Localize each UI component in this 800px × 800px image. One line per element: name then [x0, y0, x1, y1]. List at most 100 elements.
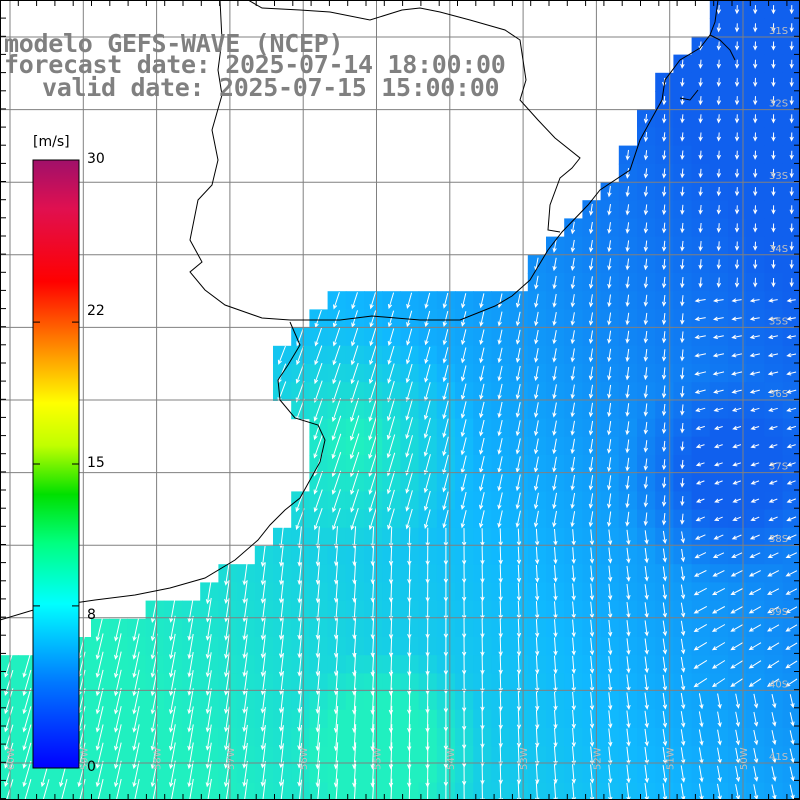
- wind-arrow: [533, 474, 539, 492]
- wind-arrow: [479, 419, 485, 437]
- wind-arrow: [698, 222, 703, 234]
- wind-arrow: [711, 678, 726, 688]
- wind-arrow: [716, 150, 722, 160]
- wind-arrow: [533, 510, 539, 528]
- wind-arrow: [335, 778, 339, 800]
- wind-arrow: [242, 724, 248, 751]
- wind-arrow: [386, 416, 396, 441]
- wind-arrow: [625, 276, 630, 289]
- wind-arrow: [442, 400, 449, 420]
- wind-arrow: [497, 456, 503, 474]
- wind-arrow: [516, 727, 522, 748]
- wind-arrow: [22, 760, 32, 788]
- wind-arrow: [771, 41, 776, 51]
- wind-arrow: [187, 688, 194, 715]
- wind-arrow: [297, 706, 302, 732]
- wind-arrow: [588, 348, 594, 363]
- wind-arrow: [753, 132, 758, 142]
- wind-arrow: [771, 730, 777, 746]
- wind-arrow: [132, 687, 140, 715]
- wind-arrow: [352, 544, 357, 567]
- wind-arrow: [732, 462, 742, 467]
- wind-arrow: [625, 421, 630, 436]
- wind-arrow: [734, 77, 740, 88]
- wind-arrow: [515, 456, 521, 473]
- wind-arrow: [571, 637, 576, 656]
- wind-arrow: [626, 728, 631, 747]
- wind-arrow: [626, 620, 631, 637]
- wind-arrow: [442, 347, 449, 364]
- wind-arrow: [786, 334, 796, 339]
- wind-arrow: [734, 23, 740, 33]
- wind-arrow: [516, 618, 522, 638]
- wind-arrow: [643, 276, 649, 289]
- wind-arrow: [279, 652, 284, 677]
- wind-arrow: [694, 552, 707, 559]
- wind-arrow: [714, 444, 723, 449]
- wind-arrow: [535, 745, 540, 766]
- wind-arrow: [771, 748, 777, 764]
- wind-arrow: [331, 433, 342, 460]
- wind-arrow: [768, 316, 778, 321]
- colorbar-tick-8: 8: [87, 607, 96, 623]
- wind-arrow: [731, 371, 743, 376]
- wind-arrow: [387, 328, 395, 346]
- wind-arrow: [407, 563, 412, 585]
- wind-arrow: [534, 311, 539, 327]
- wind-arrow: [407, 724, 412, 752]
- wind-arrow: [406, 310, 413, 328]
- wind-arrow: [717, 693, 722, 710]
- wind-arrow: [224, 688, 230, 714]
- wind-arrow: [387, 345, 395, 365]
- wind-arrow: [132, 615, 140, 642]
- wind-arrow: [570, 276, 576, 290]
- wind-arrow: [662, 620, 668, 637]
- wind-arrow: [680, 548, 686, 563]
- wind-arrow: [588, 438, 594, 454]
- wind-arrow: [767, 588, 780, 595]
- wind-arrow: [607, 619, 613, 637]
- wind-arrow: [693, 623, 708, 632]
- longitude-label: 55W: [373, 747, 384, 770]
- wind-arrow: [132, 706, 140, 733]
- wind-arrow: [277, 345, 286, 365]
- wind-arrow: [716, 168, 722, 179]
- wind-arrow: [661, 276, 667, 289]
- wind-arrow: [735, 729, 740, 746]
- wind-arrow: [643, 385, 648, 399]
- wind-arrow: [332, 327, 341, 347]
- wind-arrow: [24, 779, 32, 800]
- wind-arrow: [698, 150, 703, 160]
- wind-arrow: [370, 545, 375, 567]
- wind-arrow: [771, 114, 776, 124]
- wind-arrow: [734, 41, 740, 51]
- wind-arrow: [42, 779, 50, 800]
- wind-arrow: [753, 259, 758, 270]
- wind-arrow: [588, 493, 594, 509]
- latitude-label: 40S: [769, 679, 788, 690]
- wind-arrow: [405, 417, 413, 440]
- wind-arrow: [479, 383, 485, 400]
- wind-arrow: [753, 168, 758, 179]
- wind-arrow: [625, 186, 630, 198]
- wind-arrow: [388, 526, 394, 549]
- wind-arrow: [260, 688, 266, 714]
- wind-arrow: [731, 407, 742, 412]
- wind-arrow: [730, 660, 744, 669]
- wind-arrow: [662, 186, 667, 197]
- wind-arrow: [533, 492, 539, 510]
- wind-arrow: [552, 348, 557, 363]
- wind-arrow: [748, 678, 762, 687]
- wind-arrow: [643, 168, 649, 179]
- wind-arrow: [205, 742, 212, 770]
- latitude-label: 32S: [769, 99, 788, 110]
- wind-arrow: [698, 77, 703, 88]
- wind-arrow: [589, 637, 595, 656]
- wind-arrow: [260, 725, 266, 751]
- wind-arrow: [661, 294, 667, 307]
- wind-arrow: [314, 327, 322, 347]
- wind-arrow: [734, 168, 740, 179]
- wind-arrow: [114, 760, 122, 788]
- wind-arrow: [607, 457, 612, 473]
- wind-arrow: [661, 240, 667, 252]
